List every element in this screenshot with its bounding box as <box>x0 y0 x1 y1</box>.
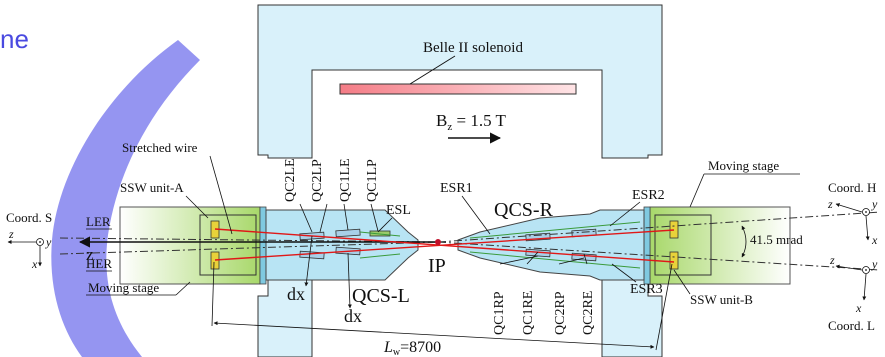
moving-stage-left-leader2 <box>175 281 191 296</box>
magnet-label-qc2re: QC2RE <box>581 291 596 335</box>
stretched-wire-label: Stretched wire <box>122 140 198 155</box>
bz-label-prefix: B <box>436 111 447 130</box>
moving-stage-right-label: Moving stage <box>708 158 779 173</box>
z-beam-label: z <box>86 245 94 264</box>
coord-s-y: y <box>45 235 52 249</box>
ip-label: IP <box>428 255 446 277</box>
esr3-label: ESR3 <box>630 282 663 297</box>
her-label: HER <box>86 256 112 271</box>
left-magnet-labels: QC2LE QC2LP QC1LE QC1LP <box>283 158 380 202</box>
coord-s-z: z <box>8 227 14 241</box>
left-flange <box>259 206 267 285</box>
lw-dimension-line <box>213 321 655 349</box>
esr3-leader <box>611 263 637 283</box>
magnet-label-qc1re: QC1RE <box>521 291 536 335</box>
lw-label-sub: w <box>393 347 401 357</box>
lw-label: Lw=8700 <box>383 339 441 357</box>
coord-s-axes: z y x <box>7 227 52 271</box>
ssw-unit-b <box>654 214 712 276</box>
bz-label-sub: z <box>447 121 452 133</box>
bz-label-value: = 1.5 T <box>452 111 506 130</box>
right-flange <box>643 206 651 285</box>
lw-extension-right <box>655 263 673 351</box>
moving-stage-right-leader2 <box>689 173 705 208</box>
solenoid-body-bottom <box>257 279 663 357</box>
dx-left-label: dx <box>287 284 305 304</box>
esl-leader <box>377 217 393 233</box>
dx-right-label: dx <box>344 306 362 326</box>
solenoid-body <box>257 4 663 159</box>
ip-point <box>435 239 441 245</box>
coord-l-label: Coord. L <box>828 318 875 333</box>
right-magnet-labels: QC1RP QC1RE QC2RP QC2RE <box>492 291 596 335</box>
qcs-right-cryostat <box>457 209 645 281</box>
ssw-a-post-bottom <box>210 251 220 270</box>
lw-label-value: =8700 <box>400 339 441 356</box>
slide-decor-swoosh <box>51 40 200 357</box>
coord-l-y: y <box>871 257 878 271</box>
ssw-b-post-top <box>669 220 679 239</box>
lw-label-prefix: L <box>383 339 393 356</box>
angle-label: 41.5 mrad <box>750 232 803 247</box>
qcs-left-cryostat <box>265 209 419 281</box>
magnet-label-qc1le: QC1LE <box>338 158 353 202</box>
magnet-label-qc2lp: QC2LP <box>310 159 325 202</box>
coord-s-label: Coord. S <box>6 210 52 225</box>
coord-l-x: x <box>855 301 862 315</box>
magnet-label-qc2rp: QC2RP <box>553 291 568 335</box>
coord-h-x: x <box>871 233 878 247</box>
ssw-a-leader <box>185 195 209 219</box>
ssw-a-label: SSW unit-A <box>120 180 184 195</box>
ssw-unit-a <box>199 214 257 276</box>
coord-s-x: x <box>31 257 38 271</box>
solenoid-leader <box>409 55 456 85</box>
slide-title-fragment: ne <box>0 24 29 54</box>
ssw-b-label: SSW unit-B <box>690 292 753 307</box>
solenoid-coil <box>339 83 577 95</box>
esr2-leader <box>609 201 641 227</box>
solenoid-label: Belle II solenoid <box>423 40 523 56</box>
esr1-leader <box>461 195 491 235</box>
magnet-leaders <box>299 203 588 265</box>
coord-l-axes: z y x <box>829 253 878 315</box>
esr2-label: ESR2 <box>632 188 665 203</box>
moving-stage-left-label: Moving stage <box>88 280 159 295</box>
stretched-wire-lower <box>214 229 675 261</box>
coord-h-z: z <box>827 197 833 211</box>
magnet-label-qc2le: QC2LE <box>283 158 298 202</box>
coord-l-z: z <box>829 253 835 267</box>
coord-h-label: Coord. H <box>828 180 876 195</box>
lw-extension-left <box>211 261 215 327</box>
angle-arc <box>741 225 747 258</box>
dx-right-arrow <box>347 252 352 309</box>
ssw-b-post-bottom <box>669 251 679 270</box>
coord-h-y: y <box>871 197 878 211</box>
magnet-label-qc1rp: QC1RP <box>492 291 507 335</box>
qcs-right-label: QCS-R <box>494 199 554 221</box>
esr1-label: ESR1 <box>440 181 473 196</box>
ssw-b-leader <box>673 269 691 295</box>
moving-stage-left <box>119 206 261 285</box>
ler-label: LER <box>86 214 111 229</box>
coord-h-axes: z y x <box>827 197 878 247</box>
magnet-label-qc1lp: QC1LP <box>365 159 380 202</box>
stretched-wire-leader <box>209 155 233 235</box>
dx-left-arrow <box>304 235 313 287</box>
esl-label: ESL <box>386 203 411 218</box>
qcs-left-label: QCS-L <box>352 285 410 307</box>
bz-label: Bz = 1.5 T <box>436 111 507 133</box>
